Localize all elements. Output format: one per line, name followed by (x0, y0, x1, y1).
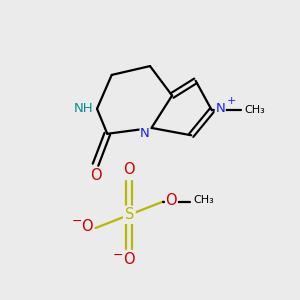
Text: −: − (113, 249, 124, 262)
Text: O: O (124, 162, 135, 177)
Text: S: S (125, 207, 134, 222)
Text: O: O (124, 252, 135, 267)
Text: CH₃: CH₃ (245, 105, 266, 115)
Text: O: O (166, 193, 177, 208)
Text: O: O (90, 168, 101, 183)
Text: NH: NH (74, 102, 94, 115)
Text: N: N (140, 127, 150, 140)
Text: O: O (82, 219, 93, 234)
Text: N: N (215, 102, 225, 115)
Text: −: − (72, 215, 83, 228)
Text: +: + (227, 96, 236, 106)
Text: CH₃: CH₃ (193, 195, 214, 205)
